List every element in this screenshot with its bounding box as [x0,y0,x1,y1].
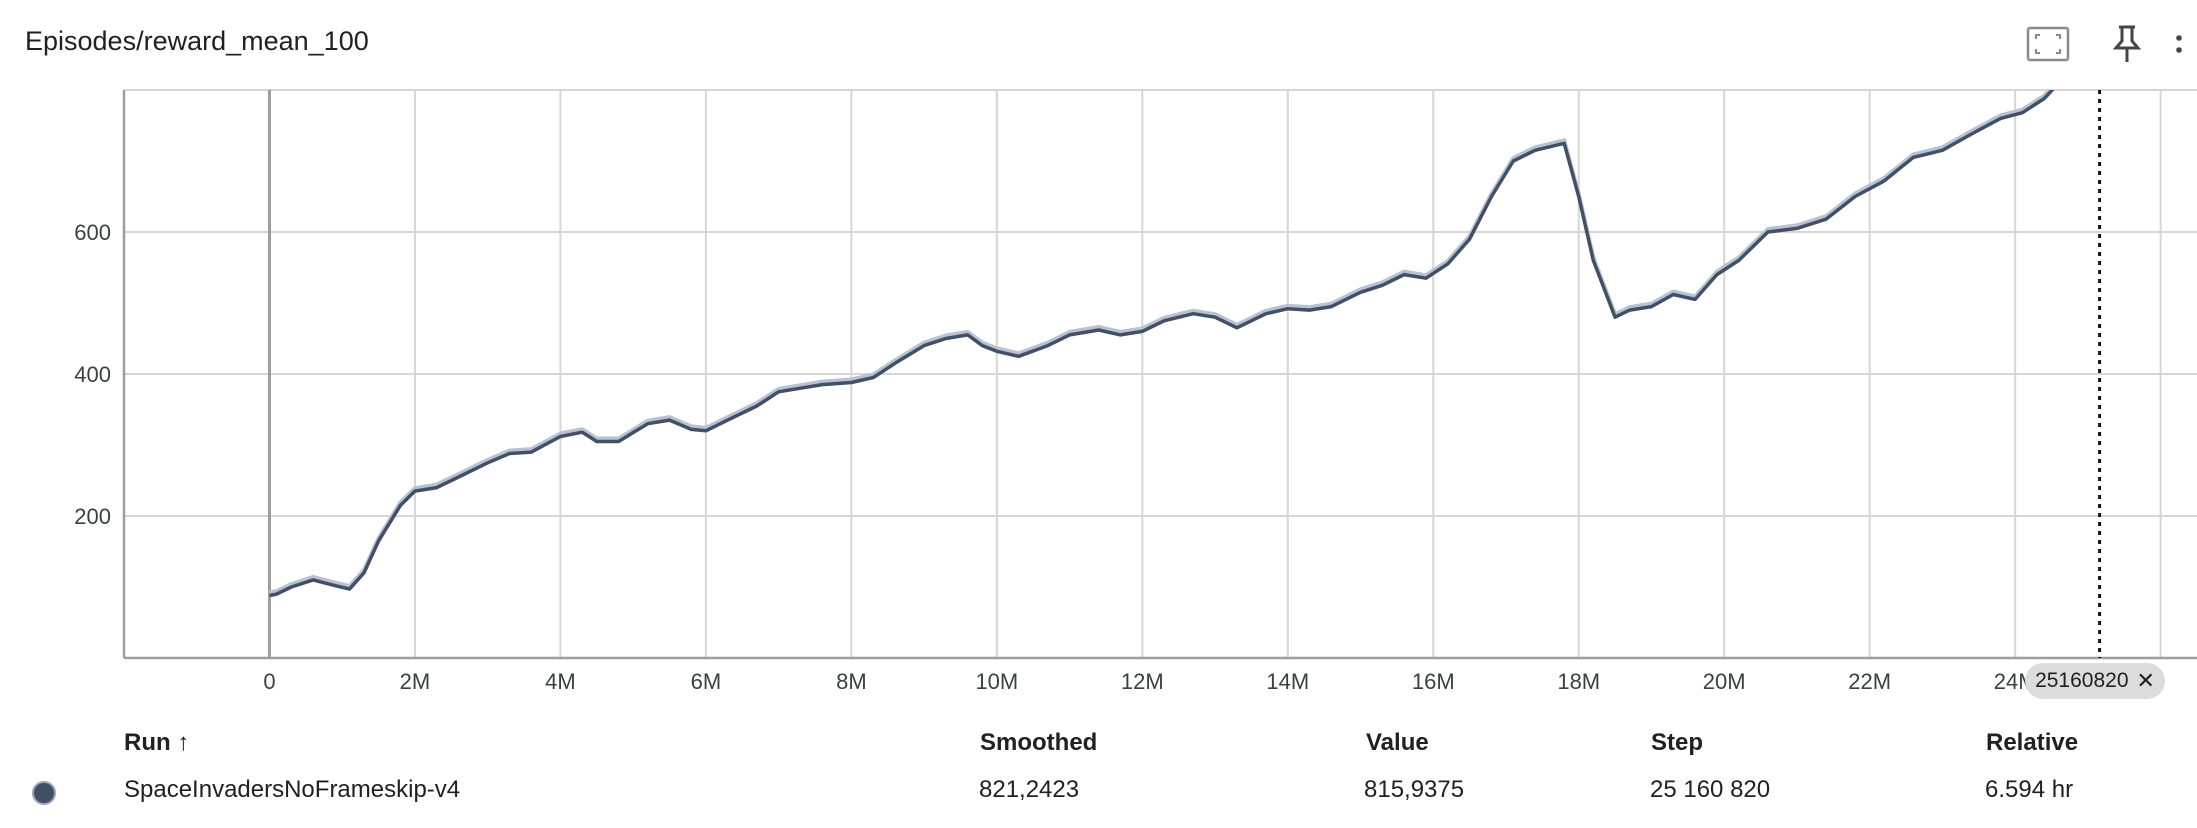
series-raw-line [269,90,2053,595]
pin-icon [2112,25,2142,62]
fullscreen-button[interactable] [2022,18,2074,70]
table-cell-relative: 6.594 hr [1985,776,2074,803]
table-header-step: Step [1651,729,1704,756]
table-header-relative: Relative [1986,729,2079,756]
line-chart[interactable]: 200 400 600 0 2M 4M 6M 8M 10M 12M 14M 16M 18M 20M 22M… [0,0,2197,700]
x-tick-label: 16M [1412,669,1455,694]
table-header-run[interactable]: Run ↑ [124,729,190,756]
x-tick-label: 10M [975,669,1018,694]
step-cursor-value: 25160820 [2035,669,2129,692]
x-tick-label: 2M [400,669,431,694]
table-cell-step: 25 160 820 [1650,776,1771,803]
series-line [269,90,2055,598]
x-tick-label: 12M [1121,669,1164,694]
table-cell-value: 815,9375 [1364,776,1465,803]
x-tick-label: 8M [836,669,867,694]
table-header-value: Value [1366,729,1429,756]
chart-title: Episodes/reward_mean_100 [25,26,369,56]
x-tick-label: 6M [691,669,722,694]
chart-grid [122,89,2197,660]
x-tick-label: 14M [1266,669,1309,694]
fullscreen-icon [2026,26,2070,62]
y-axis-labels: 200 400 600 [74,220,111,529]
y-tick-label: 600 [74,220,111,245]
y-tick-label: 200 [74,504,111,529]
table-cell-run: SpaceInvadersNoFrameskip-v4 [124,776,461,803]
x-axis-labels: 0 2M 4M 6M 8M 10M 12M 14M 16M 18M 20M 22M 24M [263,669,2036,694]
x-tick-label: 4M [545,669,576,694]
y-tick-label: 400 [74,362,111,387]
more-vert-icon [2176,35,2182,53]
run-color-dot[interactable] [32,781,56,805]
close-icon[interactable]: ✕ [2136,668,2155,693]
x-tick-label: 20M [1703,669,1746,694]
table-cell-smoothed: 821,2423 [979,776,1080,803]
more-button[interactable] [2170,18,2197,70]
x-tick-label: 18M [1557,669,1600,694]
table-header-smoothed: Smoothed [980,729,1098,756]
step-cursor-chip[interactable]: 25160820 ✕ [2025,663,2165,699]
x-tick-label: 22M [1848,669,1891,694]
x-tick-label: 0 [263,669,275,694]
series-layer [269,90,2055,598]
pin-button[interactable] [2101,18,2153,70]
